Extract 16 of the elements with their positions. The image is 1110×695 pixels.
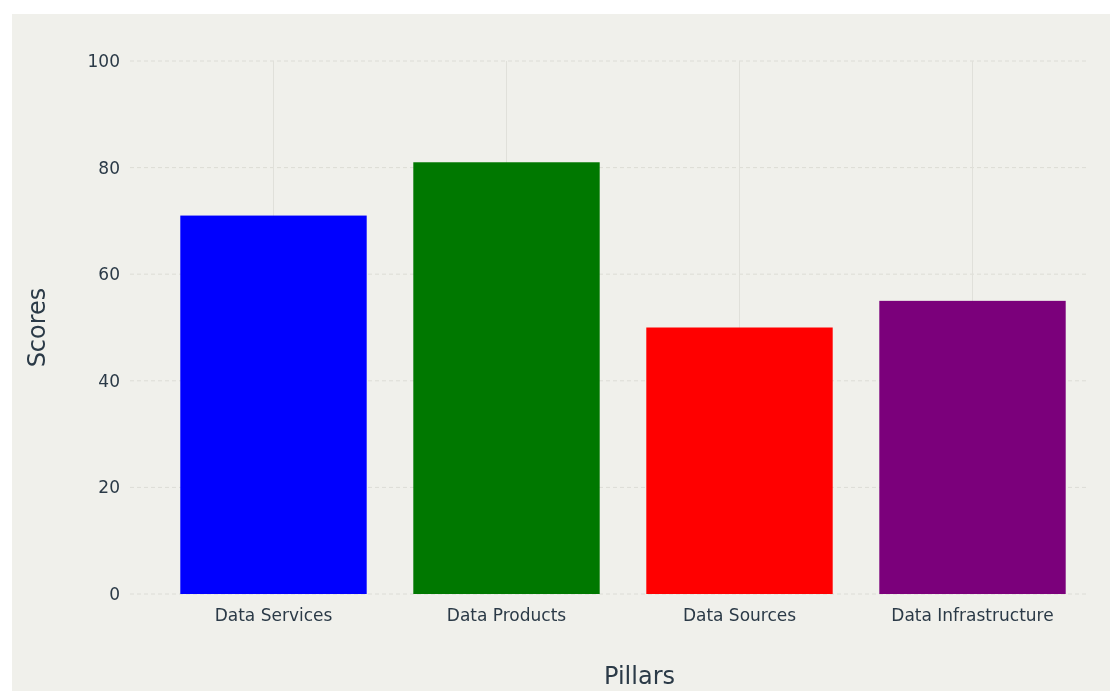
x-tick-label: Data Sources [682, 605, 797, 625]
bar [413, 162, 600, 594]
y-tick-label: 60 [98, 264, 120, 285]
x-tick-label: Data Infrastructure [891, 605, 1054, 625]
y-tick-label: 80 [98, 157, 120, 178]
y-axis-title: Scores [23, 287, 51, 368]
x-axis-title: Pillars [603, 662, 676, 690]
y-tick-label: 0 [109, 583, 120, 604]
x-tick-label: Data Services [214, 605, 333, 625]
bar [646, 327, 833, 594]
y-tick-label: 20 [98, 477, 120, 498]
bar [180, 215, 367, 594]
y-tick-label: 100 [87, 50, 120, 71]
bar [879, 300, 1066, 594]
y-tick-label: 40 [98, 370, 120, 391]
x-tick-label: Data Products [446, 605, 567, 625]
